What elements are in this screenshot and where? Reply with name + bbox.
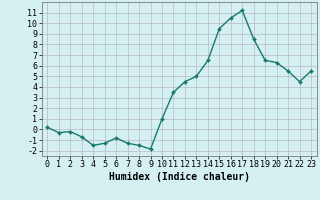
X-axis label: Humidex (Indice chaleur): Humidex (Indice chaleur)	[109, 172, 250, 182]
